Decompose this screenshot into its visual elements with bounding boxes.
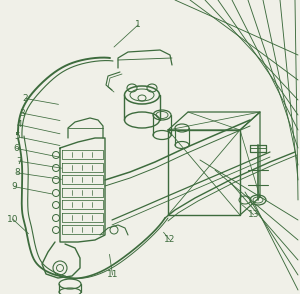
Text: 7: 7 — [16, 157, 22, 166]
Text: 1: 1 — [135, 21, 141, 29]
Text: 12: 12 — [164, 235, 175, 244]
Text: 2: 2 — [23, 94, 28, 103]
Text: 8: 8 — [14, 168, 20, 177]
Text: 9: 9 — [11, 182, 17, 191]
Text: 11: 11 — [107, 270, 118, 279]
Text: 6: 6 — [14, 144, 20, 153]
Text: 5: 5 — [14, 132, 20, 141]
Text: 10: 10 — [7, 215, 18, 223]
Text: 13: 13 — [248, 210, 259, 219]
Text: 3: 3 — [20, 109, 26, 118]
Text: 4: 4 — [17, 121, 22, 129]
